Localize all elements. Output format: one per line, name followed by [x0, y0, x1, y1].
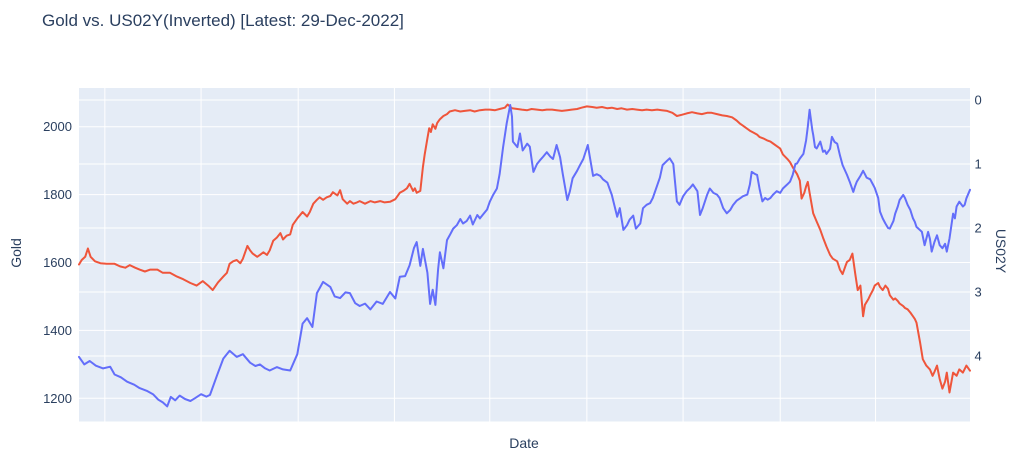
gold-axis-tick-label: 1200 — [43, 391, 72, 406]
us02y-axis-tick-label: 0 — [975, 93, 982, 108]
plot-area[interactable] — [79, 88, 970, 422]
gold-line[interactable] — [78, 104, 971, 408]
us02y-axis-tick-label: 1 — [975, 157, 982, 172]
gold-axis-tick-label: 1800 — [43, 187, 72, 202]
us02y-axis-tick-label: 4 — [975, 349, 982, 364]
x-axis-title: Date — [509, 435, 539, 451]
us02y-axis-tick-label: 3 — [975, 285, 982, 300]
chart-title: Gold vs. US02Y(Inverted) [Latest: 29-Dec… — [42, 11, 404, 30]
gold-axis-tick-label: 1400 — [43, 323, 72, 338]
us02y-line[interactable] — [78, 103, 971, 394]
gold-axis-tick-label: 1600 — [43, 255, 72, 270]
us02y-axis-tick-label: 2 — [975, 221, 982, 236]
gold-axis-tick-label: 2000 — [43, 119, 72, 134]
